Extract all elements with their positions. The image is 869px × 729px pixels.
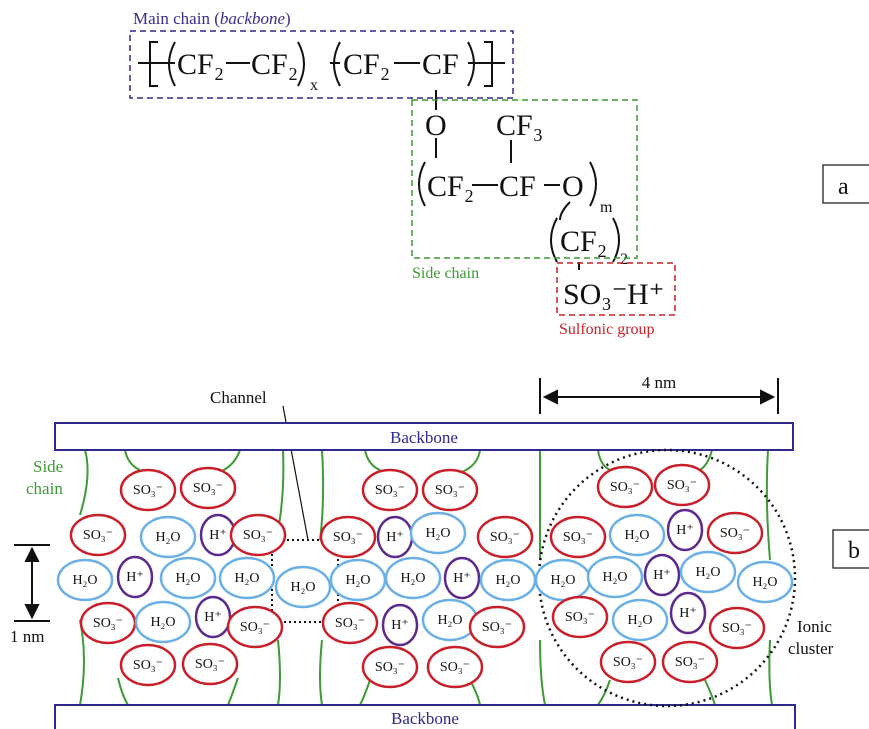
panel-label: b: [848, 538, 860, 564]
formula-x: x: [310, 77, 318, 94]
ion-label: H⁺: [386, 530, 404, 545]
main-chain-label-text: Main chain (: [133, 9, 220, 28]
ion-label: SO₃⁻: [193, 481, 223, 496]
ion-label: H₂O: [234, 571, 259, 586]
ion-label: H₂O: [425, 526, 450, 541]
ion-label: H⁺: [204, 610, 222, 625]
formula-cf2: CF₂: [251, 48, 298, 81]
ion-label: SO₃⁻: [440, 660, 470, 675]
ion-label: H₂O: [695, 565, 720, 580]
ion-label: H₂O: [752, 575, 777, 590]
diagram: Main chain (backbone) CF₂ CF₂ x CF₂ CF O…: [0, 0, 869, 729]
ion-label: SO₃⁻: [333, 530, 363, 545]
ion-label: H⁺: [126, 570, 144, 585]
ion-label: H₂O: [155, 530, 180, 545]
backbone-bottom-label: Backbone: [391, 709, 459, 728]
ionic-cluster-label-line: cluster: [788, 639, 834, 658]
ion-label: SO₃⁻: [435, 483, 465, 498]
ion-label: H₂O: [624, 528, 649, 543]
formula-so3: SO₃⁻: [563, 278, 628, 311]
ion-label: H₂O: [627, 613, 652, 628]
ion-label: H₂O: [150, 615, 175, 630]
ion-label: H⁺: [676, 523, 694, 538]
formula-o: O: [562, 170, 584, 203]
formula-cf2: CF₂: [560, 225, 607, 258]
ion-label: H₂O: [175, 571, 200, 586]
formula-cf2: CF₂: [427, 170, 474, 203]
formula-cf: CF: [499, 170, 536, 203]
sulfonic-label: Sulfonic group: [559, 321, 655, 338]
ion-label: SO₃⁻: [667, 478, 697, 493]
channel-label: Channel: [210, 388, 267, 407]
ion-label: H₂O: [345, 573, 370, 588]
ion-label: SO₃⁻: [240, 620, 270, 635]
side-chain-label: Side chain: [412, 265, 479, 282]
ion-label: H₂O: [550, 573, 575, 588]
ion-label: SO₃⁻: [195, 657, 225, 672]
ions: SO₃⁻ SO₃⁻ SO₃⁻ SO₃⁻ SO₃⁻ SO₃⁻ SO₃⁻ H₂O H⁺ SO₃⁻ SO₃…: [58, 465, 792, 687]
ion-label: SO₃⁻: [375, 483, 405, 498]
formula-cf2: CF₂: [177, 48, 224, 81]
ion-label: SO₃⁻: [482, 620, 512, 635]
ion-label: SO₃⁻: [133, 658, 163, 673]
ion-label: SO₃⁻: [565, 610, 595, 625]
ion-label: H₂O: [72, 573, 97, 588]
formula-m: m: [600, 199, 613, 216]
ion-label: SO₃⁻: [610, 480, 640, 495]
backbone-top-label: Backbone: [390, 428, 458, 447]
main-chain-label: Main chain (backbone): [133, 9, 291, 28]
panel-label: a: [838, 174, 849, 200]
scale-4nm-label: 4 nm: [642, 373, 676, 392]
ion-label: H⁺: [653, 568, 671, 583]
formula-2: 2: [620, 251, 628, 268]
ion-label: H₂O: [602, 570, 627, 585]
ion-label: SO₃⁻: [613, 655, 643, 670]
side-chain-label-line: chain: [26, 479, 63, 498]
ion-label: SO₃⁻: [243, 528, 273, 543]
ion-label: H₂O: [290, 580, 315, 595]
ionic-cluster-label-line: Ionic: [797, 617, 832, 636]
ionic-cluster-label: Ionic cluster: [788, 617, 834, 658]
ion-label: SO₃⁻: [722, 621, 752, 636]
ion-label: H₂O: [437, 613, 462, 628]
main-chain-label-italic: backbone: [220, 9, 286, 28]
ion-label: H⁺: [453, 571, 471, 586]
ion-label: H₂O: [495, 573, 520, 588]
ion-label: SO₃⁻: [490, 530, 520, 545]
formula-cf: CF: [422, 48, 459, 81]
ion-label: SO₃⁻: [133, 483, 163, 498]
ion-label: H⁺: [391, 618, 409, 633]
formula-cf3: CF₃: [496, 109, 543, 142]
formula-h: H⁺: [627, 278, 665, 311]
main-chain-label-end: ): [285, 9, 291, 28]
formula-o: O: [425, 109, 447, 142]
ion-label: H₂O: [400, 571, 425, 586]
side-chain-label: Side chain: [26, 457, 63, 498]
ion-label: SO₃⁻: [375, 660, 405, 675]
scale-1nm: [14, 545, 50, 621]
ion-label: H⁺: [209, 528, 227, 543]
ion-label: SO₃⁻: [93, 616, 123, 631]
ion-label: H⁺: [679, 606, 697, 621]
scale-1nm-label: 1 nm: [10, 627, 44, 646]
ion-label: SO₃⁻: [335, 616, 365, 631]
ion-label: SO₃⁻: [83, 528, 113, 543]
side-chain-label-line: Side: [33, 457, 63, 476]
ion-label: SO₃⁻: [675, 655, 705, 670]
ion-label: SO₃⁻: [563, 530, 593, 545]
ion-label: SO₃⁻: [720, 526, 750, 541]
formula-cf2: CF₂: [343, 48, 390, 81]
